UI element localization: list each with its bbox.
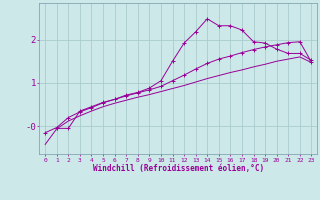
X-axis label: Windchill (Refroidissement éolien,°C): Windchill (Refroidissement éolien,°C) xyxy=(93,164,264,173)
